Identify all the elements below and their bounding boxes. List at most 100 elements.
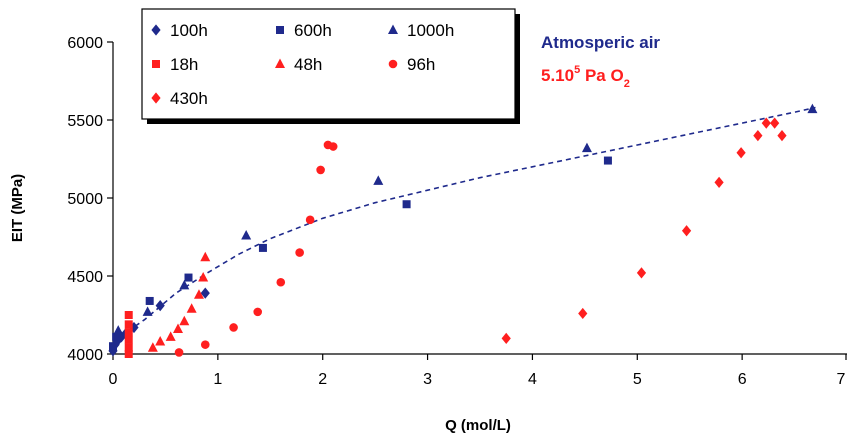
data-point	[373, 175, 384, 185]
data-point	[316, 165, 325, 175]
data-point	[770, 117, 780, 129]
data-point	[124, 350, 133, 358]
y-axis-label: EIT (MPa)	[9, 174, 26, 242]
data-point	[173, 323, 184, 334]
legend-label: 100h	[170, 21, 208, 40]
data-point	[116, 331, 126, 343]
series-600h	[109, 156, 612, 351]
data-point	[124, 328, 133, 337]
data-point	[241, 229, 252, 240]
annotation-o2-exp: 5	[574, 64, 580, 76]
data-point	[124, 320, 133, 329]
legend-item: 18h	[152, 55, 198, 74]
data-point	[761, 117, 771, 129]
x-tick-label: 0	[109, 371, 118, 388]
x-tick-label: 6	[738, 371, 747, 388]
y-tick-label: 4500	[67, 269, 103, 286]
legend-label: 600h	[294, 21, 332, 40]
legend-item: 1000h	[388, 21, 454, 40]
x-tick-label: 4	[528, 371, 537, 388]
y-tick-label: 4000	[67, 347, 103, 364]
data-point	[200, 287, 210, 299]
trend-curve-group	[112, 106, 816, 343]
x-axis-label: Q (mol/L)	[445, 417, 511, 434]
x-tick-label: 2	[318, 371, 327, 388]
y-tick-label: 5000	[67, 191, 103, 208]
series-48h	[147, 251, 211, 352]
data-point	[636, 267, 647, 279]
data-point	[174, 348, 184, 357]
data-point	[736, 147, 746, 159]
data-point	[501, 332, 511, 344]
y-tick-label: 6000	[67, 35, 103, 52]
data-point	[578, 307, 588, 320]
legend-marker	[275, 58, 285, 68]
data-point	[186, 303, 197, 313]
legend-item: 96h	[388, 55, 435, 74]
annotation-atmos: Atmosperic air	[541, 33, 660, 52]
data-point	[200, 340, 210, 349]
data-point	[276, 277, 286, 287]
data-point	[200, 251, 211, 262]
legend-item: 48h	[275, 55, 322, 74]
legend-marker	[151, 24, 161, 36]
data-point	[777, 130, 787, 142]
data-point	[807, 103, 818, 114]
legend-box	[141, 8, 516, 120]
data-point	[753, 130, 763, 142]
data-point	[193, 289, 204, 299]
data-point	[109, 342, 117, 351]
data-point	[253, 307, 263, 317]
series-18h	[124, 311, 133, 358]
legend-item: 430h	[151, 89, 208, 108]
x-tick-label: 7	[837, 371, 846, 388]
x-tick-label: 5	[633, 371, 642, 388]
data-point	[179, 279, 190, 290]
legend-items: 100h 600h 1000h 18h 48h 96h 430h	[151, 21, 454, 108]
tick-group: 0 1 2 3 4 5 6 7 4000 4500 5000 5500 6000	[67, 35, 847, 388]
legend-label: 1000h	[407, 21, 454, 40]
data-point	[113, 325, 124, 335]
legend-marker	[388, 24, 398, 34]
y-tick-label: 5500	[67, 113, 103, 130]
data-point	[165, 331, 176, 341]
data-point	[258, 243, 267, 252]
data-point	[184, 273, 193, 282]
data-point	[198, 272, 209, 282]
annotation-o2: 5.105 Pa O2	[541, 64, 630, 90]
series-96h	[174, 140, 338, 357]
data-point	[147, 342, 158, 352]
legend-marker	[388, 59, 398, 69]
series-430h	[501, 117, 787, 344]
data-point	[124, 343, 133, 352]
annotation-o2-mid: Pa O	[580, 66, 623, 85]
data-point	[295, 248, 304, 257]
data-point	[124, 311, 133, 319]
data-point	[179, 315, 190, 326]
legend-label: 430h	[170, 89, 208, 108]
legend-marker	[152, 60, 160, 68]
data-point	[155, 336, 166, 346]
data-point	[145, 296, 154, 305]
series-1000h	[113, 103, 818, 335]
legend-label: 18h	[170, 55, 198, 74]
data-point	[305, 215, 315, 225]
annotation-o2-sub: 2	[624, 78, 630, 90]
data-point	[229, 323, 238, 332]
x-tick-label: 3	[423, 371, 432, 388]
data-point	[112, 332, 121, 341]
data-point	[681, 225, 692, 237]
legend-label: 48h	[294, 55, 322, 74]
annotation-o2-prefix: 5.10	[541, 66, 574, 85]
legend-item: 100h	[151, 21, 208, 40]
data-point	[124, 335, 133, 344]
data-points	[108, 103, 818, 358]
data-point	[328, 142, 338, 151]
trend-curve	[112, 106, 816, 343]
legend: 100h 600h 1000h 18h 48h 96h 430h	[141, 8, 520, 124]
x-tick-label: 1	[213, 371, 222, 388]
data-point	[714, 176, 724, 188]
legend-item: 600h	[276, 21, 332, 40]
data-point	[603, 156, 612, 165]
